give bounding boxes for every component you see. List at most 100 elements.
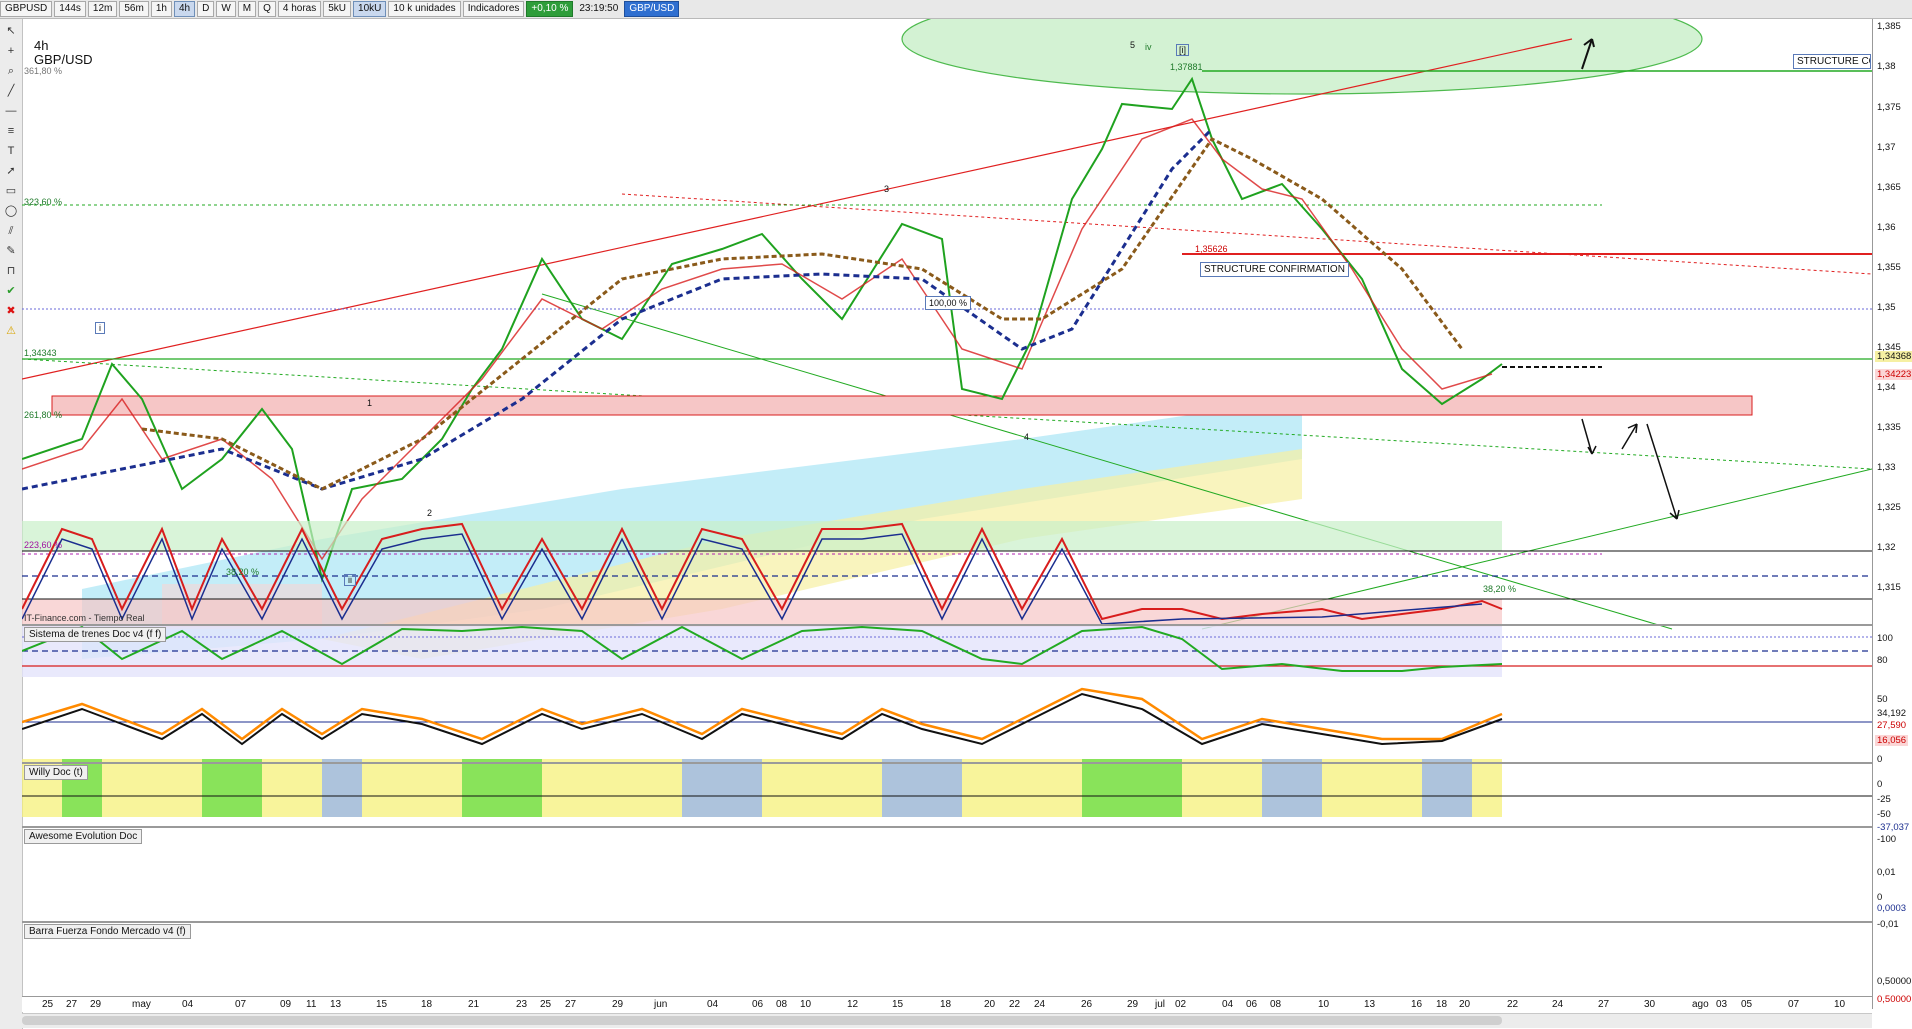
panel-title-willy[interactable]: Willy Doc (t) (24, 765, 88, 780)
main-price-panel (22, 19, 1872, 659)
date-tick: 08 (776, 999, 788, 1010)
cursor-icon[interactable]: ↖ (6, 25, 16, 37)
date-tick: 20 (1459, 999, 1471, 1010)
panel-title-fuerza[interactable]: Barra Fuerza Fondo Mercado v4 (f) (24, 924, 191, 939)
scroll-thumb[interactable] (22, 1016, 1502, 1025)
horizontal-line-icon[interactable]: — (5, 105, 17, 117)
axis-awesome: 0,01 (1877, 867, 1896, 878)
date-tick: 07 (235, 999, 247, 1010)
check-icon[interactable]: ✔ (6, 285, 16, 297)
timeframe-4h[interactable]: 4h (173, 1, 196, 17)
date-tick: 04 (707, 999, 719, 1010)
axis-willy: -25 (1877, 794, 1891, 805)
current-price-tag: 1,34368 (1875, 351, 1912, 362)
period-selector[interactable]: 4 horas (277, 1, 322, 17)
arrow-icon[interactable]: ➚ (6, 165, 16, 177)
date-tick: 04 (182, 999, 194, 1010)
axis-willy: 0 (1877, 779, 1883, 790)
wave-label-3: 3 (884, 184, 890, 194)
wave-label-iv: iv (1145, 42, 1152, 52)
date-tick: 20 (984, 999, 996, 1010)
timeframe-56m[interactable]: 56m (119, 1, 149, 17)
drawing-tools-sidebar: ↖ + ⌕ ╱ — ≡ T ➚ ▭ ◯ ⫽ ✎ ⊓ ✔ ✖ ⚠ (0, 19, 23, 1029)
rectangle-icon[interactable]: ▭ (5, 185, 17, 197)
chart-area[interactable] (22, 19, 1872, 996)
axis-trenes: 80 (1877, 655, 1888, 666)
zoom-icon[interactable]: ⌕ (7, 65, 15, 77)
timeframe-label: 4h (34, 38, 49, 53)
crosshair-icon[interactable]: + (7, 45, 15, 57)
structure-confirmation-label: STRUCTURE CONFIRMATION (1200, 262, 1349, 277)
axis-awesome: 0 (1877, 892, 1883, 903)
timeframe-144s[interactable]: 144s (54, 1, 86, 17)
panel-separator[interactable] (22, 624, 1872, 626)
date-tick: 07 (1788, 999, 1800, 1010)
date-tick: 25 (540, 999, 552, 1010)
wave-label-i-major: [i] (1176, 44, 1190, 56)
symbol-selector[interactable]: GBPUSD (0, 1, 53, 17)
price-axis[interactable]: 1,385 1,38 1,375 1,37 1,365 1,36 1,355 1… (1872, 19, 1912, 1009)
awesome-tag: 0,0003 (1877, 903, 1907, 914)
date-tick: 25 (42, 999, 54, 1010)
date-tick: 27 (1598, 999, 1610, 1010)
delete-icon[interactable]: ✖ (6, 305, 16, 317)
date-tick: 26 (1081, 999, 1093, 1010)
date-tick: 16 (1411, 999, 1423, 1010)
date-tick: 22 (1507, 999, 1519, 1010)
willy-panel (22, 625, 1872, 677)
units-10k[interactable]: 10kU (353, 1, 387, 17)
date-tick: jul (1155, 999, 1166, 1010)
date-tick: 04 (1222, 999, 1234, 1010)
axis-price: 1,335 (1877, 422, 1901, 433)
date-tick: 15 (892, 999, 904, 1010)
date-axis[interactable]: 25 27 29 may 04 07 09 11 13 15 18 21 23 … (22, 996, 1872, 1012)
date-tick: 10 (1834, 999, 1846, 1010)
time-scrollbar[interactable] (22, 1013, 1872, 1028)
text-icon[interactable]: T (7, 145, 15, 157)
date-tick: 08 (1270, 999, 1282, 1010)
pencil-icon[interactable]: ✎ (6, 245, 16, 257)
fibonacci-icon[interactable]: ≡ (7, 125, 15, 137)
panel-title-awesome[interactable]: Awesome Evolution Doc (24, 829, 143, 844)
ellipse-icon[interactable]: ◯ (4, 205, 18, 217)
date-tick: 18 (1436, 999, 1448, 1010)
timeframe-12m[interactable]: 12m (87, 1, 118, 17)
axis-price: 1,38 (1877, 61, 1896, 72)
panel-separator[interactable] (22, 826, 1872, 828)
structure-confirmation-label-right: STRUCTURE CO... (1793, 54, 1871, 69)
date-tick: 13 (1364, 999, 1376, 1010)
timeframe-q[interactable]: Q (258, 1, 276, 17)
fib-level-361: 361,80 % (24, 66, 63, 76)
magnet-icon[interactable]: ⊓ (6, 265, 16, 277)
units-5k[interactable]: 5kU (323, 1, 352, 17)
date-tick: 06 (752, 999, 764, 1010)
price-label-start: 1,34343 (24, 348, 57, 358)
panel-title-trenes[interactable]: Sistema de trenes Doc v4 (f f) (24, 627, 167, 642)
date-tick: 05 (1741, 999, 1753, 1010)
timeframe-1h[interactable]: 1h (150, 1, 172, 17)
date-tick: 13 (330, 999, 342, 1010)
panel-separator[interactable] (22, 921, 1872, 923)
axis-price: 1,35 (1877, 302, 1896, 313)
timeframe-m[interactable]: M (237, 1, 257, 17)
line-icon[interactable]: ╱ (7, 85, 15, 97)
indicators-button[interactable]: Indicadores (462, 1, 525, 17)
channel-icon[interactable]: ⫽ (8, 225, 14, 237)
axis-willy: -100 (1877, 834, 1897, 845)
wave-label-4: 4 (1024, 432, 1030, 442)
timeframe-w[interactable]: W (216, 1, 236, 17)
axis-trenes: 0 (1877, 754, 1883, 765)
timeframe-d[interactable]: D (197, 1, 215, 17)
date-tick: 30 (1644, 999, 1656, 1010)
date-tick: 09 (280, 999, 292, 1010)
volume-selector[interactable]: 10 k unidades (388, 1, 461, 17)
fuerza-panel (22, 759, 1872, 817)
top-toolbar: GBPUSD 144s 12m 56m 1h 4h D W M Q 4 hora… (0, 0, 1912, 19)
panel-separator[interactable] (22, 762, 1872, 764)
axis-price: 1,33 (1877, 462, 1896, 473)
data-source: IT-Finance.com - Tiempo Real (24, 613, 145, 623)
wave-label-2: 2 (427, 508, 433, 518)
pair-badge: GBP/USD (624, 1, 680, 17)
wave-label-ii: ii (344, 574, 356, 586)
alert-icon[interactable]: ⚠ (6, 325, 16, 337)
